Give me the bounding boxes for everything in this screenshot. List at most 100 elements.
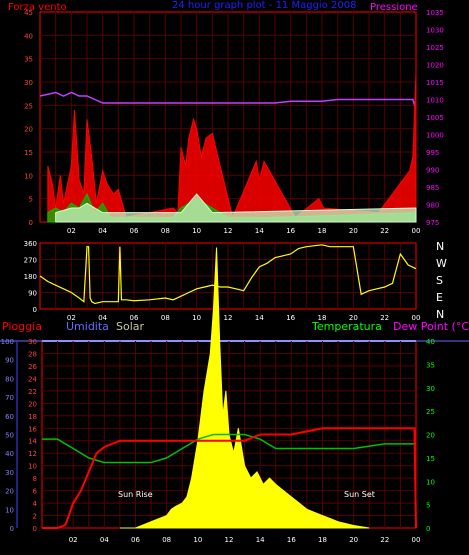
direction-tick-label: 360: [24, 240, 37, 248]
temperature-tick-label: 30: [426, 385, 435, 393]
temperature-tick-label: 0: [426, 525, 430, 533]
wind-tick-label: 15: [24, 149, 33, 157]
rain-tick-label: 2: [33, 513, 37, 521]
x-tick-label: 12: [225, 536, 234, 544]
x-tick-label: 14: [255, 227, 264, 235]
rain-tick-label: 12: [28, 450, 37, 458]
temperature-tick-label: 5: [426, 502, 430, 510]
x-tick-label: 04: [98, 227, 107, 235]
x-tick-label: 00: [412, 314, 421, 322]
wind-direction-line: [39, 244, 417, 305]
direction-tick-label: 270: [24, 257, 37, 265]
x-tick-label: 02: [67, 314, 76, 322]
sunset-annotation: Sun Set: [344, 490, 375, 499]
temperature-label: Temperatura: [311, 320, 382, 333]
compass-label: S: [436, 274, 443, 287]
rain-humidity-series: [42, 247, 417, 529]
pressure-tick-label: 1035: [426, 9, 444, 17]
rain-tick-label: 0: [33, 525, 37, 533]
compass-label: N: [436, 240, 444, 253]
x-tick-label: 14: [256, 536, 265, 544]
wind-calm-area: [55, 193, 417, 223]
temperature-tick-label: 10: [426, 478, 435, 486]
temperature-tick-label: 25: [426, 408, 435, 416]
rain-tick-label: 6: [33, 488, 38, 496]
humidity-tick-label: 60: [5, 413, 14, 421]
humidity-tick-label: 100: [1, 338, 14, 346]
wind-direction-grid: [40, 243, 416, 309]
x-tick-label: 02: [69, 536, 78, 544]
pressure-tick-label: 1000: [426, 132, 444, 140]
wind-axis-ticks: 0 5 10 15 20 25 30 35 40 45: [24, 9, 33, 227]
wind-tick-label: 35: [24, 56, 33, 64]
pressure-tick-label: 1030: [426, 27, 444, 35]
pressure-tick-label: 1025: [426, 44, 444, 52]
x-tick-label: 18: [318, 314, 327, 322]
pressure-tick-label: 1010: [426, 97, 444, 105]
humidity-tick-label: 0: [10, 525, 14, 533]
x-tick-label: 22: [380, 314, 389, 322]
x-tick-label: 20: [349, 227, 358, 235]
humidity-tick-label: 20: [5, 488, 14, 496]
wind-tick-label: 10: [24, 172, 33, 180]
humidity-label: Umidita: [66, 320, 109, 333]
temperature-tick-label: 15: [426, 455, 435, 463]
rain-humidity-x-ticks: 02 04 06 08 10 12 14 16 18 20 22 00: [69, 536, 421, 544]
wind-pressure-grid: [40, 12, 416, 222]
pressure-line: [39, 91, 417, 111]
x-tick-label: 12: [224, 227, 233, 235]
pressure-tick-label: 975: [426, 219, 439, 227]
wind-tick-label: 40: [24, 32, 33, 40]
x-tick-label: 14: [255, 314, 264, 322]
pressure-tick-label: 995: [426, 149, 439, 157]
wind-direction-series: [39, 244, 417, 305]
wind-tick-label: 0: [29, 219, 33, 227]
humidity-tick-label: 30: [5, 469, 14, 477]
rain-tick-label: 30: [28, 338, 37, 346]
x-tick-label: 08: [162, 536, 171, 544]
x-tick-label: 16: [286, 227, 295, 235]
temperature-tick-label: 20: [426, 432, 435, 440]
x-tick-label: 18: [318, 536, 327, 544]
rain-label: Pioggia: [2, 320, 42, 333]
wind-direction-x-ticks: 02 04 06 08 10 12 14 16 18 20 22 00: [67, 314, 421, 322]
temperature-axis-ticks: 0 5 10 15 20 25 30 35 40: [426, 338, 435, 533]
direction-tick-label: 90: [28, 290, 37, 298]
humidity-axis-ticks: 0 10 20 30 40 50 60 70 80 90 100: [1, 338, 18, 533]
pressure-tick-label: 1015: [426, 79, 444, 87]
direction-tick-label: 0: [33, 306, 37, 314]
wind-pressure-series: [39, 72, 417, 223]
direction-tick-label: 180: [24, 273, 37, 281]
pressure-tick-label: 980: [426, 202, 439, 210]
x-tick-label: 16: [287, 536, 296, 544]
humidity-tick-label: 70: [5, 394, 14, 402]
x-tick-label: 06: [130, 314, 139, 322]
humidity-tick-label: 80: [5, 375, 14, 383]
x-tick-label: 08: [161, 227, 170, 235]
sunrise-annotation: Sun Rise: [118, 490, 153, 499]
pressure-tick-label: 1005: [426, 114, 444, 122]
humidity-tick-label: 10: [5, 506, 14, 514]
rain-tick-label: 28: [28, 350, 37, 358]
x-tick-label: 10: [192, 227, 201, 235]
wind-tick-label: 25: [24, 102, 33, 110]
rain-tick-label: 26: [28, 363, 37, 371]
x-tick-label: 18: [318, 227, 327, 235]
rain-tick-label: 22: [28, 388, 37, 396]
x-tick-label: 06: [131, 536, 140, 544]
humidity-tick-label: 90: [5, 357, 14, 365]
rain-tick-label: 20: [28, 400, 37, 408]
x-tick-label: 22: [380, 227, 389, 235]
wind-axis-label: Forza vento: [8, 2, 67, 13]
x-tick-label: 20: [349, 536, 358, 544]
wind-direction-axis-ticks: 0 90 180 270 360: [24, 240, 37, 314]
wind-tick-label: 5: [29, 196, 33, 204]
x-tick-label: 06: [130, 227, 139, 235]
wind-pressure-panel: Forza vento 24 hour graph plot - 11 Magg…: [8, 0, 444, 235]
pressure-tick-label: 990: [426, 167, 439, 175]
x-tick-label: 10: [193, 536, 202, 544]
rain-humidity-panel: Pioggia Umidita Solar Temperatura Dew Po…: [0, 247, 469, 544]
